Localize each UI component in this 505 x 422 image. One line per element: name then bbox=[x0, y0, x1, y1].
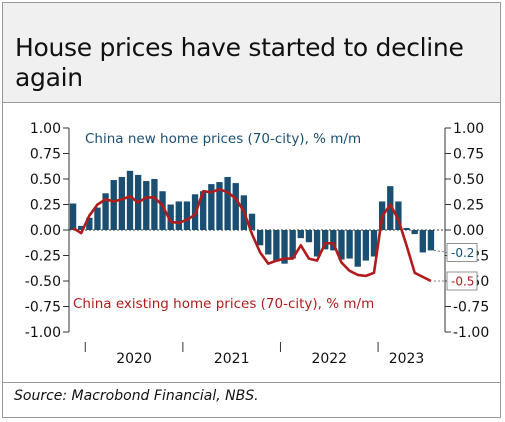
x-year-label: 2022 bbox=[311, 351, 347, 367]
bar-new-home-prices bbox=[208, 184, 215, 230]
y-tick-label-left: 0.50 bbox=[30, 172, 61, 188]
bar-new-home-prices bbox=[387, 186, 394, 230]
bar-new-home-prices bbox=[427, 230, 435, 251]
y-tick-label-left: -0.25 bbox=[25, 249, 61, 265]
bar-new-home-prices bbox=[354, 230, 361, 267]
source-note: Source: Macrobond Financial, NBS. bbox=[14, 388, 259, 404]
bar-new-home-prices bbox=[362, 230, 370, 261]
bar-new-home-prices bbox=[232, 183, 239, 230]
y-tick-label-left: 0.25 bbox=[30, 198, 61, 214]
bar-new-home-prices bbox=[395, 201, 402, 230]
bar-new-home-prices bbox=[78, 225, 85, 230]
bar-new-home-prices bbox=[86, 217, 93, 230]
bar-new-home-prices bbox=[94, 207, 101, 230]
y-tick-label-right: -1.00 bbox=[453, 325, 489, 341]
y-tick-label-right: 0.50 bbox=[453, 172, 484, 188]
line-existing-home-prices bbox=[72, 187, 432, 283]
x-year-label: 2023 bbox=[389, 351, 425, 367]
line-series bbox=[72, 187, 432, 283]
bar-new-home-prices bbox=[265, 230, 272, 255]
y-tick-label-right: 1.00 bbox=[453, 121, 484, 137]
bar-new-home-prices bbox=[322, 230, 329, 250]
bar-new-home-prices bbox=[126, 170, 134, 230]
legend-new-home-prices: China new home prices (70-city), % m/m bbox=[85, 131, 361, 147]
bar-new-home-prices bbox=[216, 182, 223, 230]
callout-box bbox=[446, 242, 478, 262]
bar-new-home-prices bbox=[305, 230, 313, 243]
last-value-label: -0.2 bbox=[451, 246, 474, 260]
y-tick-label-right: 0.25 bbox=[453, 198, 484, 214]
x-year-label: 2020 bbox=[116, 351, 152, 367]
y-tick-label-right: 0.75 bbox=[453, 147, 484, 163]
bar-new-home-prices bbox=[338, 230, 345, 260]
bar-new-home-prices bbox=[289, 230, 296, 259]
bar-new-home-prices bbox=[370, 230, 378, 257]
chart-plot: 1.00 1.00 0.75 0.75 0.50 0.50 0.25 0.25 0.00 0.00… bbox=[25, 121, 489, 367]
bar-series bbox=[69, 170, 435, 267]
y-tick-label-left: -0.50 bbox=[25, 274, 61, 290]
y-tick-label-left: 1.00 bbox=[30, 121, 61, 137]
y-tick-label-left: -0.75 bbox=[25, 300, 61, 316]
bar-new-home-prices bbox=[118, 176, 126, 230]
bar-new-home-prices bbox=[102, 193, 109, 230]
bar-new-home-prices bbox=[183, 201, 191, 230]
callout-box bbox=[446, 271, 478, 291]
bar-new-home-prices bbox=[273, 230, 280, 262]
bar-new-home-prices bbox=[69, 203, 77, 230]
x-year-label: 2021 bbox=[214, 351, 250, 367]
y-tick-label-left: 0.75 bbox=[30, 147, 61, 163]
bar-new-home-prices bbox=[151, 179, 158, 230]
chart-title: House prices have started to decline aga… bbox=[15, 33, 464, 92]
y-tick-label-right: -0.75 bbox=[453, 300, 489, 316]
last-value-label: -0.5 bbox=[451, 275, 474, 289]
y-tick-label-left: -1.00 bbox=[25, 325, 61, 341]
bar-new-home-prices bbox=[256, 230, 264, 246]
title-banner: House prices have started to decline aga… bbox=[3, 3, 500, 103]
bar-new-home-prices bbox=[281, 230, 288, 264]
bar-new-home-prices bbox=[297, 230, 304, 239]
y-tick-label-left: 0.00 bbox=[30, 223, 61, 239]
y-tick-label-right: 0.00 bbox=[453, 223, 484, 239]
legend-existing-home-prices: China existing home prices (70-city), % … bbox=[73, 296, 374, 312]
bar-new-home-prices bbox=[419, 230, 426, 253]
bar-new-home-prices bbox=[411, 230, 418, 235]
chart-frame bbox=[2, 2, 501, 418]
bar-new-home-prices bbox=[330, 230, 337, 251]
bar-new-home-prices bbox=[110, 180, 117, 230]
bar-new-home-prices bbox=[248, 213, 256, 230]
bar-new-home-prices bbox=[313, 230, 321, 257]
bar-new-home-prices bbox=[224, 176, 231, 230]
bar-new-home-prices bbox=[200, 191, 207, 230]
bar-new-home-prices bbox=[167, 204, 174, 230]
bar-new-home-prices bbox=[346, 230, 353, 259]
bar-new-home-prices bbox=[143, 181, 150, 230]
bar-new-home-prices bbox=[159, 191, 166, 230]
source-separator bbox=[3, 382, 500, 383]
bar-new-home-prices bbox=[175, 201, 182, 230]
bar-new-home-prices bbox=[403, 227, 410, 230]
axes: 1.00 1.00 0.75 0.75 0.50 0.50 0.25 0.25 0.00 0.00… bbox=[25, 121, 489, 367]
